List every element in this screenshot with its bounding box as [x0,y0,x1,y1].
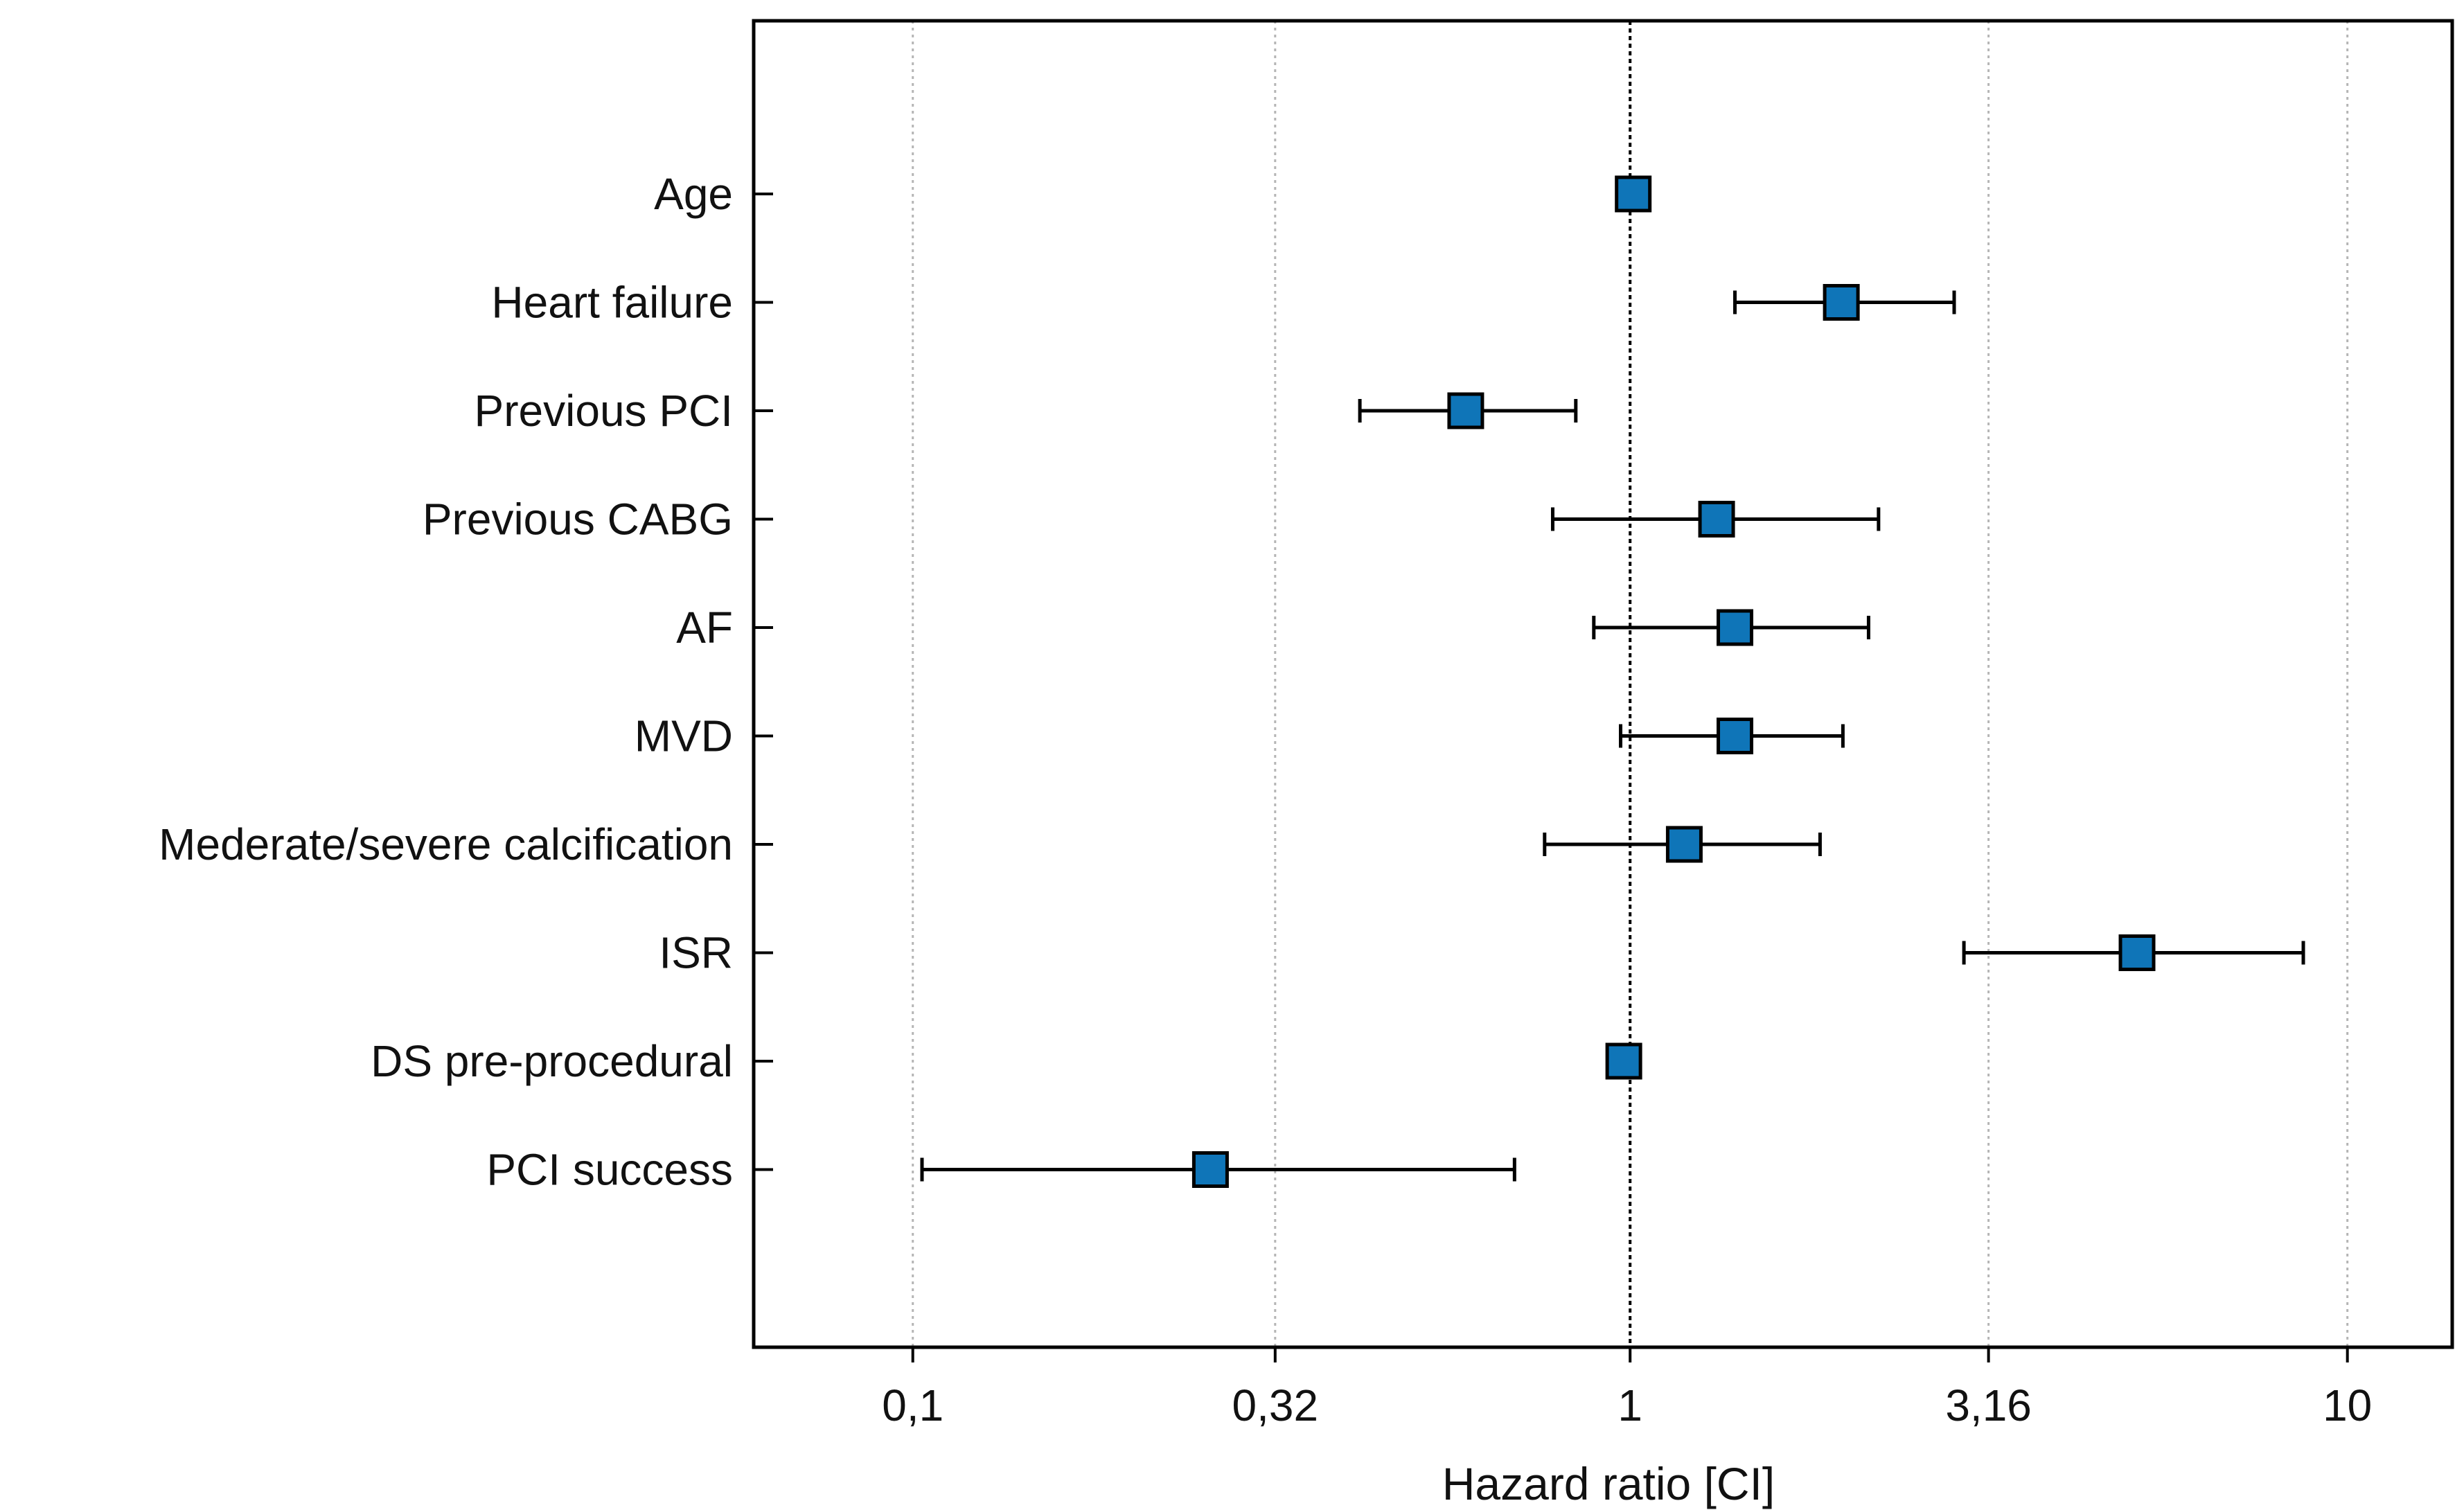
forest-row: Mederate/severe calcification [159,819,1822,869]
forest-row: Previous CABG [423,495,1881,544]
x-tick-label: 1 [1617,1380,1642,1430]
row-label: Age [654,169,733,219]
row-label: PCI success [486,1145,733,1195]
x-tick-label: 3,16 [1945,1380,2032,1430]
hazard-ratio-marker [1615,175,1652,213]
x-axis-ticks: 0,1 0,32 1 3,16 10 [882,1347,2372,1430]
x-tick-label: 0,32 [1232,1380,1319,1430]
row-label: ISR [659,928,733,978]
data-rows: Age Heart failure Previous PCI Previous CAB… [159,169,2305,1195]
hazard-ratio-marker [1823,284,1860,321]
hazard-ratio-marker [2118,934,2156,971]
row-label: Mederate/severe calcification [159,819,733,869]
row-label: AF [676,603,733,652]
row-label: MVD [635,711,733,761]
forest-row: MVD [635,711,1845,761]
forest-row: DS pre-procedural [371,1036,1642,1086]
hazard-ratio-marker [1698,501,1735,538]
row-label: Previous CABG [423,495,733,544]
forest-row: Heart failure [491,278,1956,328]
hazard-ratio-marker [1191,1151,1229,1188]
row-label: DS pre-procedural [371,1036,733,1086]
forest-row: ISR [659,928,2305,978]
row-label: Previous PCI [475,386,733,436]
forest-row: AF [676,603,1870,652]
hazard-ratio-marker [1717,609,1754,646]
hazard-ratio-marker [1447,392,1484,429]
x-tick-label: 10 [2323,1380,2372,1430]
hazard-ratio-marker [1605,1042,1642,1080]
forest-row: Age [654,169,1652,219]
x-tick-label: 0,1 [882,1380,943,1430]
hazard-ratio-marker [1717,718,1754,754]
forest-row: PCI success [486,1145,1516,1195]
row-label: Heart failure [491,278,733,328]
hazard-ratio-marker [1665,826,1703,863]
forest-row: Previous PCI [475,386,1578,436]
x-axis-label: Hazard ratio [CI] [1442,1458,1775,1509]
plot-frame [752,19,2454,1349]
